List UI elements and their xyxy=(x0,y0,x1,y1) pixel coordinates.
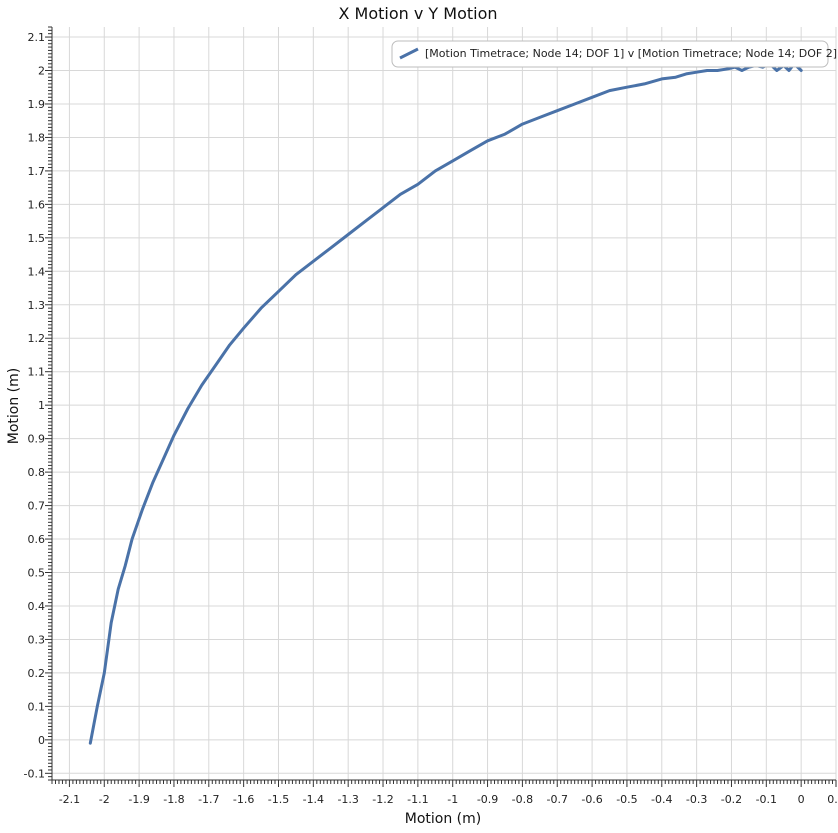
x-tick-label: -0.5 xyxy=(616,793,637,806)
y-tick-label: 0.2 xyxy=(28,667,46,680)
x-tick-label: -0.6 xyxy=(581,793,602,806)
x-tick-label: -0.3 xyxy=(686,793,707,806)
x-tick-label: -0.1 xyxy=(756,793,777,806)
x-tick-label: -0.9 xyxy=(477,793,498,806)
y-tick-label: 2.1 xyxy=(28,31,46,44)
x-tick-label: -0.8 xyxy=(512,793,533,806)
legend-label: [Motion Timetrace; Node 14; DOF 1] v [Mo… xyxy=(425,47,837,60)
x-tick-label: -1.9 xyxy=(128,793,149,806)
x-tick-label: 0 xyxy=(798,793,805,806)
y-tick-label: 1.8 xyxy=(28,131,46,144)
y-tick-label: 0.8 xyxy=(28,466,46,479)
x-tick-label: -1.5 xyxy=(268,793,289,806)
y-tick-label: 0.5 xyxy=(28,567,46,580)
y-tick-label: -0.1 xyxy=(24,767,45,780)
y-tick-label: 1.4 xyxy=(28,265,46,278)
y-tick-label: 1.9 xyxy=(28,98,46,111)
x-tick-label: -1.2 xyxy=(372,793,393,806)
legend: [Motion Timetrace; Node 14; DOF 1] v [Mo… xyxy=(391,40,837,68)
y-tick-label: 1.6 xyxy=(28,198,46,211)
y-tick-label: 0.7 xyxy=(28,500,46,513)
x-tick-label: -0.7 xyxy=(547,793,568,806)
chart-title: X Motion v Y Motion xyxy=(338,4,497,23)
y-tick-label: 1.7 xyxy=(28,165,46,178)
x-axis-title: Motion (m) xyxy=(405,811,481,827)
y-tick-label: 2 xyxy=(38,65,45,78)
y-tick-label: 1.2 xyxy=(28,332,46,345)
y-tick-label: 0.6 xyxy=(28,533,46,546)
y-tick-label: 1 xyxy=(38,399,45,412)
x-tick-label: -0.4 xyxy=(651,793,672,806)
y-tick-label: 0.4 xyxy=(28,600,46,613)
x-tick-label: -1.3 xyxy=(337,793,358,806)
x-tick-label: -2.1 xyxy=(59,793,80,806)
x-tick-label: -1 xyxy=(447,793,458,806)
x-tick-label: -2 xyxy=(99,793,110,806)
x-tick-label: -1.6 xyxy=(233,793,254,806)
grid-layer xyxy=(52,27,837,780)
axis-layer: -2.1 -2 -1.9 -1.8 -1.7 -1.6 -1.5 -1.4 -1.3 -1.2 -1… xyxy=(24,26,838,806)
y-tick-label: 0.9 xyxy=(28,433,46,446)
x-tick-label: 0.1 xyxy=(827,793,838,806)
series-line xyxy=(88,62,803,745)
series-layer xyxy=(88,62,803,745)
y-tick-label: 1.1 xyxy=(28,366,46,379)
y-tick-label: 0.3 xyxy=(28,633,46,646)
x-tick-label: -1.1 xyxy=(407,793,428,806)
y-tick-label: 1.5 xyxy=(28,232,46,245)
x-tick-label: -1.4 xyxy=(303,793,324,806)
y-tick-label: 0 xyxy=(38,734,45,747)
y-axis-title: Motion (m) xyxy=(6,368,22,444)
y-tick-label: 1.3 xyxy=(28,299,46,312)
y-tick-label: 0.1 xyxy=(28,700,46,713)
x-tick-label: -0.2 xyxy=(721,793,742,806)
legend-swatch xyxy=(399,47,419,60)
x-tick-label: -1.7 xyxy=(198,793,219,806)
x-tick-label: -1.8 xyxy=(163,793,184,806)
legend-box xyxy=(391,40,829,68)
